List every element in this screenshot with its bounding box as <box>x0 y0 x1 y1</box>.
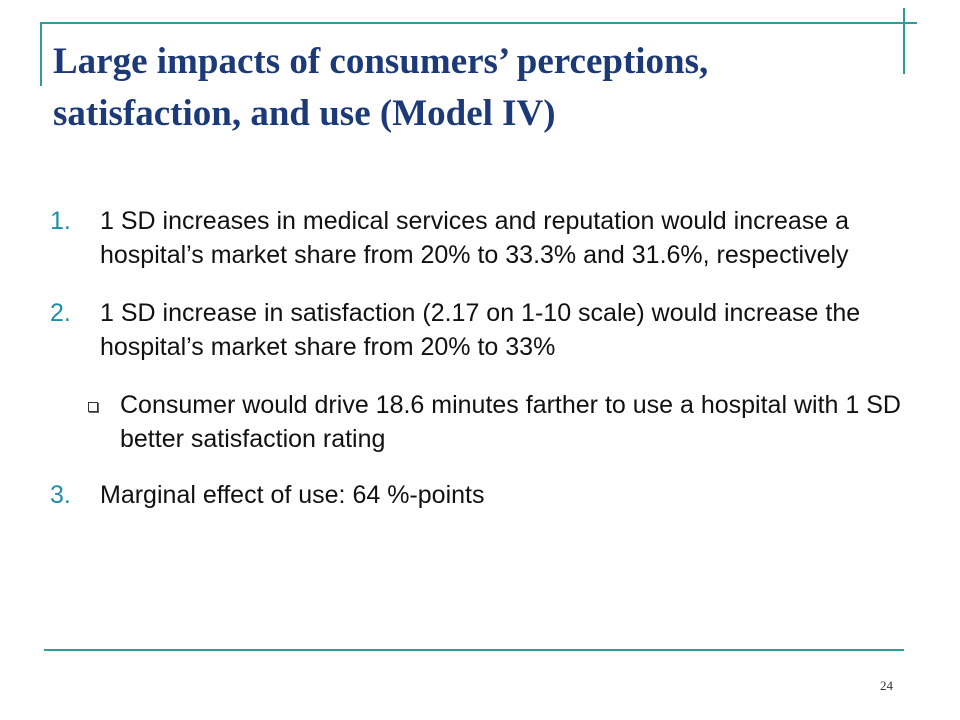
numbered-list: 1. 1 SD increases in medical services an… <box>48 204 908 512</box>
list-item-2: 2. 1 SD increase in satisfaction (2.17 o… <box>48 296 908 364</box>
sub-list-item-text: Consumer would drive 18.6 minutes farthe… <box>120 391 901 453</box>
list-item-1: 1. 1 SD increases in medical services an… <box>48 204 908 272</box>
slide-title: Large impacts of consumers’ perceptions,… <box>53 41 709 134</box>
list-item-text: Marginal effect of use: 64 %-points <box>100 481 485 509</box>
list-item-number: 2. <box>50 299 71 327</box>
square-bullet-icon <box>88 402 98 412</box>
list-item-number: 3. <box>50 481 71 509</box>
top-rule <box>40 22 917 24</box>
bottom-rule <box>44 649 904 651</box>
list-item-3: 3. Marginal effect of use: 64 %-points <box>48 478 908 512</box>
right-rule <box>903 8 905 74</box>
list-item-text: 1 SD increases in medical services and r… <box>100 207 849 269</box>
list-item-number: 1. <box>50 207 71 235</box>
list-item-text: 1 SD increase in satisfaction (2.17 on 1… <box>100 299 861 361</box>
left-rule <box>40 22 42 86</box>
sub-list-item: Consumer would drive 18.6 minutes farthe… <box>48 388 908 456</box>
page-number: 24 <box>880 678 893 693</box>
